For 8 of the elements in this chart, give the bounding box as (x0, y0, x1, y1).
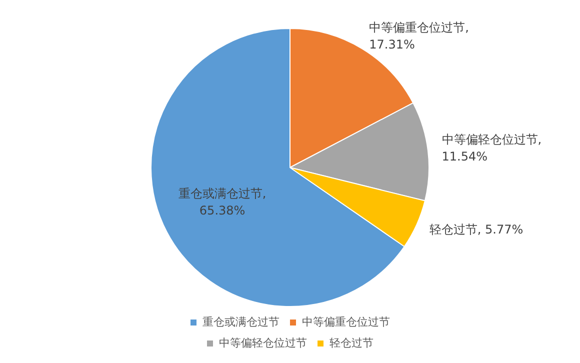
data-label: 中等偏轻仓位过节, 11.54% (442, 132, 542, 164)
legend-label: 轻仓过节 (330, 336, 374, 350)
legend-label: 中等偏重仓位过节 (302, 315, 390, 328)
data-label: 重仓或满仓过节, 65.38% (178, 186, 266, 218)
data-label: 中等偏重仓位过节, 17.31% (369, 20, 469, 52)
legend-label: 重仓或满仓过节 (202, 315, 280, 328)
legend-label: 中等偏轻仓位过节 (219, 336, 307, 350)
data-label: 轻仓过节, 5.77% (429, 222, 524, 236)
